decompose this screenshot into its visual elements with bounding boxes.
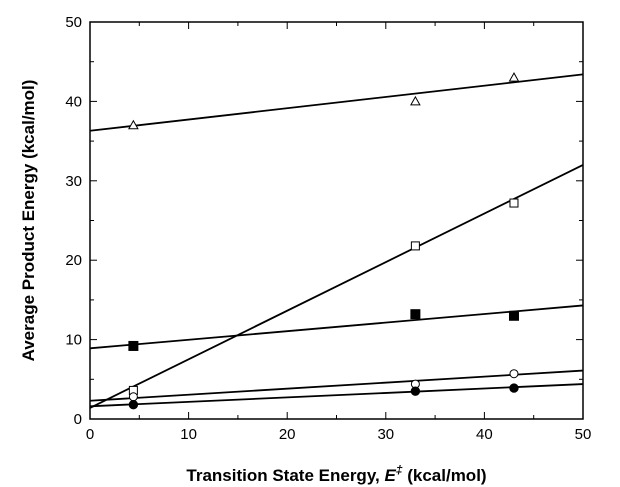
y-tick-label: 50 bbox=[65, 14, 82, 31]
open-triangle-point bbox=[509, 73, 518, 81]
y-tick-label: 10 bbox=[65, 332, 82, 349]
filled-square-point bbox=[411, 310, 420, 319]
x-tick-label: 50 bbox=[575, 426, 592, 443]
y-axis-title: Average Product Energy (kcal/mol) bbox=[19, 80, 38, 362]
fit-line-filled-circle bbox=[90, 384, 583, 406]
fit-line-open-square bbox=[90, 165, 583, 408]
open-circle-point bbox=[510, 370, 518, 378]
x-tick-label: 30 bbox=[377, 426, 394, 443]
x-axis-title: Transition State Energy, E‡ (kcal/mol) bbox=[186, 463, 486, 485]
filled-square-point bbox=[129, 341, 138, 350]
x-tick-label: 10 bbox=[180, 426, 197, 443]
filled-square-point bbox=[509, 311, 518, 320]
x-tick-label: 0 bbox=[86, 426, 94, 443]
y-tick-label: 30 bbox=[65, 173, 82, 190]
fit-lines bbox=[90, 74, 583, 407]
x-tick-label: 20 bbox=[279, 426, 296, 443]
open-square-point bbox=[411, 242, 419, 250]
filled-circle-point bbox=[411, 387, 419, 395]
y-tick-label: 40 bbox=[65, 93, 82, 110]
filled-circle-point bbox=[510, 384, 518, 392]
open-circle-point bbox=[129, 393, 137, 401]
x-tick-label: 40 bbox=[476, 426, 493, 443]
y-tick-label: 20 bbox=[65, 252, 82, 269]
fit-line-open-triangle bbox=[90, 74, 583, 130]
open-square-point bbox=[510, 199, 518, 207]
data-points bbox=[129, 73, 519, 409]
fit-line-open-circle bbox=[90, 371, 583, 401]
filled-circle-point bbox=[129, 401, 137, 409]
y-tick-label: 0 bbox=[74, 411, 82, 428]
open-triangle-point bbox=[411, 97, 420, 105]
